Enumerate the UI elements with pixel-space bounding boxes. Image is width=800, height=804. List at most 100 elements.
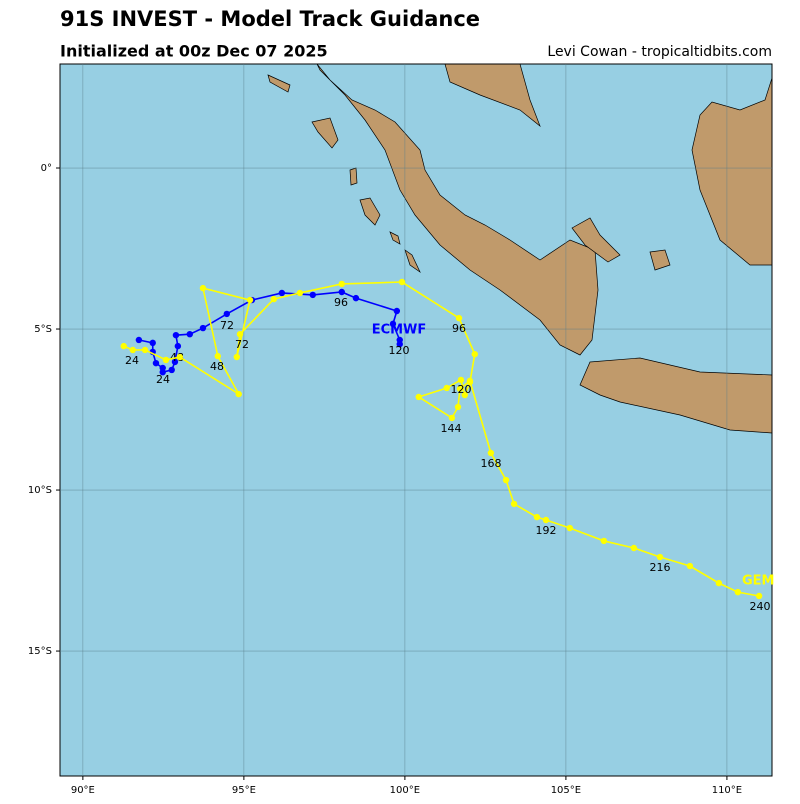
track-point <box>120 342 127 350</box>
track-point <box>214 352 221 360</box>
track-point <box>235 390 242 398</box>
land <box>267 64 772 434</box>
hour-label: 48 <box>210 360 224 373</box>
track-point <box>457 376 465 384</box>
track-point <box>455 314 463 322</box>
track-point <box>461 391 468 399</box>
track-point <box>176 353 183 361</box>
map-frame <box>59 63 773 777</box>
x-tick-label: 95°E <box>232 785 256 796</box>
track-point <box>152 359 160 367</box>
hour-label: 24 <box>125 354 139 367</box>
track-point <box>141 346 149 354</box>
x-tick-label: 105°E <box>551 785 581 796</box>
track-point <box>734 588 742 596</box>
track-point <box>233 353 240 361</box>
hour-label: 24 <box>156 373 170 386</box>
title: 91S INVEST - Model Track Guidance <box>60 7 480 31</box>
island <box>311 117 339 149</box>
simeulue <box>349 167 358 186</box>
hour-label: 120 <box>389 344 410 357</box>
islands <box>389 231 421 274</box>
track-point <box>466 377 474 385</box>
track-point <box>129 346 136 354</box>
track-point <box>338 288 345 296</box>
track-point <box>686 562 694 570</box>
sumatra <box>316 64 599 356</box>
credit: Levi Cowan - tropicaltidbits.com <box>547 44 772 60</box>
belitung <box>649 249 671 271</box>
borneo <box>691 77 772 266</box>
track-name: GEM <box>742 574 775 589</box>
malay-peninsula <box>444 64 541 128</box>
track-point <box>630 544 638 552</box>
track-point <box>309 291 316 299</box>
track-point <box>393 307 401 315</box>
java <box>579 357 772 434</box>
hour-label: 168 <box>481 457 502 470</box>
track-point <box>352 294 360 302</box>
track-point <box>396 340 403 348</box>
track-point <box>296 289 304 297</box>
track-point <box>236 330 244 338</box>
track-point <box>600 537 608 545</box>
nias <box>359 197 381 226</box>
track-point <box>398 278 406 286</box>
hour-label: 240 <box>750 600 771 613</box>
hour-label: 216 <box>650 561 671 574</box>
track-point <box>448 414 456 422</box>
island <box>267 74 291 93</box>
hour-label: 96 <box>452 322 466 335</box>
tracks: 24487296120ECMWF244872961201441681922162… <box>120 278 775 613</box>
track-point <box>278 289 286 297</box>
track-point <box>199 324 207 332</box>
subtitle: Initialized at 00z Dec 07 2025 <box>60 42 328 61</box>
track-point <box>162 356 170 364</box>
track-point <box>149 339 156 347</box>
track-point <box>172 331 180 339</box>
track-point <box>174 342 182 350</box>
track-point <box>270 295 278 303</box>
track-point <box>542 516 550 524</box>
hour-label: 192 <box>536 524 557 537</box>
x-tick-label: 90°E <box>71 785 95 796</box>
track-point <box>533 513 541 521</box>
hour-label: 72 <box>235 338 249 351</box>
hour-label: 120 <box>451 383 472 396</box>
track-point <box>715 579 723 587</box>
y-tick-label: 0° <box>41 163 52 174</box>
track-point <box>454 403 462 411</box>
track-point <box>338 280 345 288</box>
track-point <box>135 336 143 344</box>
track-point <box>510 500 518 508</box>
track-point <box>389 320 397 328</box>
track-point <box>223 310 231 318</box>
track-point <box>566 524 573 532</box>
hour-label: 144 <box>441 422 462 435</box>
track-point <box>456 385 464 393</box>
y-tick-label: 15°S <box>28 646 52 657</box>
hour-label: 96 <box>334 296 348 309</box>
track-point <box>415 393 422 401</box>
grid: 90°E 95°E 100°E 105°E 110°E 0° 5°S 10°S 15°S <box>28 64 772 796</box>
track-point <box>755 592 763 600</box>
track-point <box>186 330 193 338</box>
track-point <box>159 368 166 376</box>
x-tick-label: 100°E <box>390 785 420 796</box>
track-point <box>443 384 450 392</box>
x-tick-label: 110°E <box>712 785 742 796</box>
track-point <box>199 284 207 292</box>
track-point <box>246 296 254 304</box>
y-tick-label: 5°S <box>34 324 52 335</box>
hour-label: 72 <box>220 319 234 332</box>
bangka <box>571 217 621 263</box>
track-point <box>656 553 664 561</box>
track-point <box>487 449 495 457</box>
track-line <box>138 291 401 374</box>
track-point <box>471 350 478 358</box>
track-point <box>168 366 175 374</box>
track-point <box>502 476 510 484</box>
y-tick-label: 10°S <box>28 485 52 496</box>
